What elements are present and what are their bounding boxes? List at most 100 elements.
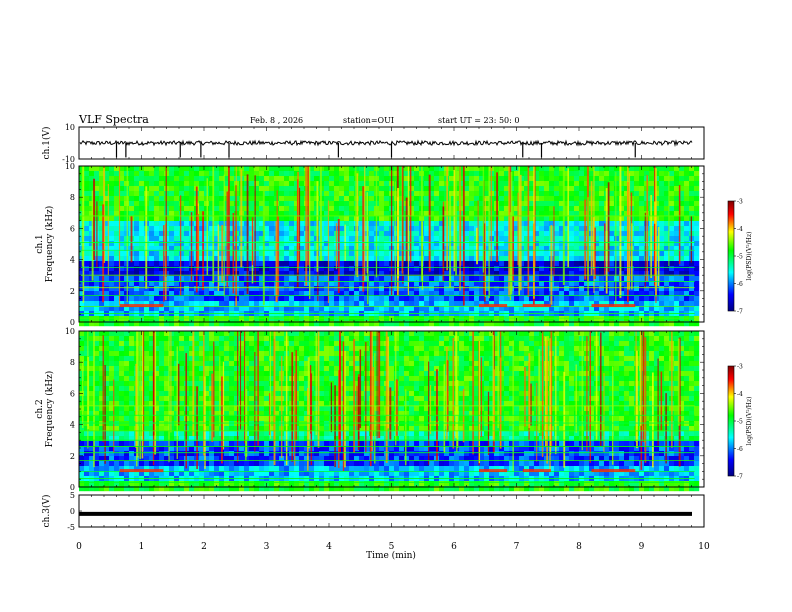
ch1-spec-cell — [149, 301, 155, 307]
ch1-spec-cell — [609, 226, 615, 232]
ch1-spec-cell — [564, 286, 570, 292]
ch1-spec-cell — [214, 266, 220, 272]
ch1-spec-cell — [379, 281, 385, 287]
ch2-spec-cell — [324, 341, 330, 347]
ch2-spec-cell — [144, 351, 150, 357]
ch1-spec-cell — [184, 196, 190, 202]
ch1-spec-cell — [289, 171, 295, 177]
ch1-spec-cell — [634, 296, 640, 302]
ch1-spec-cell — [129, 316, 135, 322]
ch1-spec-cell — [119, 241, 125, 247]
ch1-spec-cell — [99, 216, 105, 222]
ch1-spec-cell — [434, 236, 440, 242]
ch2-spec-cell — [219, 351, 225, 357]
ch2-spec-cell — [214, 331, 220, 337]
ch1-spec-cell — [469, 306, 475, 312]
ch1-spec-cell — [449, 171, 455, 177]
ch1-spec-cell — [279, 171, 285, 177]
ch2-spec-cell — [434, 341, 440, 347]
ch1-spec-cell — [144, 171, 150, 177]
ch2-spec-cell — [449, 336, 455, 342]
ch1-spec-cell — [329, 321, 335, 327]
ch1-spec-cell — [484, 291, 490, 297]
ch2-spec-cell — [439, 351, 445, 357]
ch1-spec-cell — [439, 316, 445, 322]
ch1-spec-cell — [229, 196, 235, 202]
ch1-spec-cell — [544, 251, 550, 257]
ch2-spec-cell — [319, 336, 325, 342]
ch2-spec-cell — [239, 341, 245, 347]
ch1-spec-cell — [499, 271, 505, 277]
ch1-spec-cell — [629, 296, 635, 302]
ch1-spec-cell — [254, 226, 260, 232]
ch1-spec-cell — [369, 191, 375, 197]
ch1-spec-cell — [124, 166, 130, 172]
ch2-spec-cell — [604, 346, 610, 352]
ch1-spec-cell — [439, 271, 445, 277]
ch1-spec-cell — [399, 191, 405, 197]
ch1-spec-cell — [339, 256, 345, 262]
ch1-spec-cell — [229, 186, 235, 192]
ch1-spec-cell — [609, 236, 615, 242]
ch1-spec-cell — [169, 206, 175, 212]
ch2-spec-cell — [89, 341, 95, 347]
ch1-spec-cell — [479, 206, 485, 212]
ch1-spec-cell — [404, 306, 410, 312]
ch1-spec-cell — [139, 291, 145, 297]
ch1-spec-cell — [554, 186, 560, 192]
ch1-spec-cell — [679, 236, 685, 242]
ch1-spec-cell — [324, 296, 330, 302]
ch1-spec-cell — [529, 231, 535, 237]
ch1-spec-cell — [534, 231, 540, 237]
ch1-spec-cell — [639, 286, 645, 292]
ch1-spec-cell — [154, 286, 160, 292]
ch1-spec-cell — [464, 246, 470, 252]
ch2-spec-cell — [309, 331, 315, 337]
ch1-spec-cell — [504, 166, 510, 172]
ch1-spec-cell — [124, 281, 130, 287]
ch1-spec-cell — [209, 236, 215, 242]
ch1-spec-cell — [664, 191, 670, 197]
ch1-spec-cell — [269, 186, 275, 192]
ch1-spec-cell — [524, 201, 530, 207]
ch1-spec-cell — [259, 296, 265, 302]
ch1-spec-cell — [439, 301, 445, 307]
ch1-spec-colorbar-tick-label: -7 — [737, 309, 743, 316]
ch1-spec-cell — [119, 271, 125, 277]
ch1-spec-cell — [349, 251, 355, 257]
ch1-spec-cell — [214, 186, 220, 192]
ch1-spec-cell — [639, 321, 645, 327]
ch1-spec-cell — [469, 316, 475, 322]
ch1-spec-cell — [644, 306, 650, 312]
ch2-spec-cell — [484, 331, 490, 337]
ch1-spec-cell — [259, 256, 265, 262]
ch1-spec-cell — [399, 261, 405, 267]
ch1-spec-cell — [424, 306, 430, 312]
ch1-spec-cell — [379, 221, 385, 227]
ch1-spec-cell — [329, 251, 335, 257]
ch1-spec-cell — [629, 301, 635, 307]
ch1-spec-cell — [659, 191, 665, 197]
ch1-spec-cell — [229, 211, 235, 217]
ch1-spec-cell — [259, 166, 265, 172]
ch1-spec-cell — [264, 261, 270, 267]
ch2-spec-cell — [139, 346, 145, 352]
ch1-spec-cell — [399, 321, 405, 327]
ch1-spec-cell — [79, 186, 85, 192]
ch1-spec-cell — [624, 226, 630, 232]
ch1-spec-cell — [259, 281, 265, 287]
ch1-spec-cell — [259, 211, 265, 217]
ch1-spec-cell — [99, 276, 105, 282]
ch1-spec-cell — [414, 166, 420, 172]
ch1-spec-cell — [614, 181, 620, 187]
ch1-spec-cell — [449, 221, 455, 227]
ch1-spec-cell — [284, 186, 290, 192]
ch1-spec-cell — [694, 201, 700, 207]
ch1-spec-cell — [79, 241, 85, 247]
ch1-spec-cell — [289, 216, 295, 222]
ch1-spec-cell — [114, 321, 120, 327]
ch1-spec-cell — [144, 301, 150, 307]
ch1-spec-cell — [614, 196, 620, 202]
ch1-spec-cell — [579, 296, 585, 302]
